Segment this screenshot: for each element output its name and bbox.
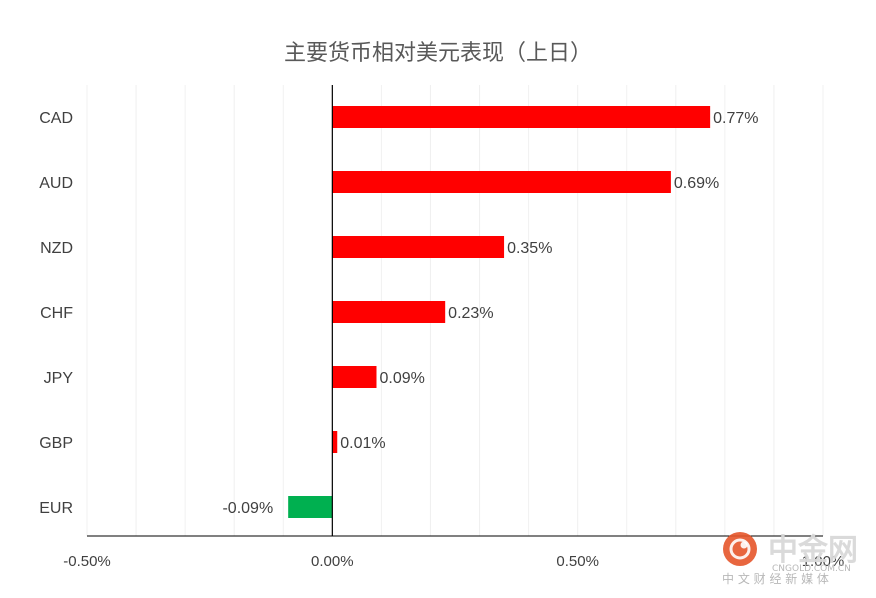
bars [288,106,711,518]
category-label: NZD [40,240,73,257]
labels: CAD 0.77% AUD 0.69% NZD 0.35% CHF 0.23% JPY 0.09%… [39,110,844,570]
category-label: CAD [39,110,73,127]
bar-eur [288,496,333,518]
data-label: -0.09% [222,500,273,517]
x-tick-label: 1.00% [802,553,845,570]
logo-icon [723,532,757,566]
x-tick-label: -0.50% [63,553,111,570]
data-label: 0.23% [448,305,493,322]
data-label: 0.69% [674,175,719,192]
data-label: 0.09% [379,370,424,387]
x-tick-label: 0.00% [311,553,354,570]
category-label: AUD [39,175,73,192]
data-label: 0.77% [713,110,758,127]
bar-cad [332,106,711,128]
data-label: 0.35% [507,240,552,257]
x-tick-label: 0.50% [556,553,599,570]
watermark: 中金网 CNGOLD.COM.CN 中 文 财 经 新 媒 体 [722,532,858,586]
category-label: JPY [44,370,74,387]
watermark-tagline: 中 文 财 经 新 媒 体 [722,571,829,586]
chart-title: 主要货币相对美元表现（上日） [284,41,592,66]
category-label: CHF [40,305,73,322]
category-label: GBP [39,435,73,452]
bar-chf [332,301,446,323]
bar-gbp [332,431,338,453]
axes [87,85,823,537]
data-label: 0.01% [340,435,385,452]
bar-aud [332,171,671,193]
bar-jpy [332,366,377,388]
category-label: EUR [39,500,73,517]
watermark-logo: 中金网 [768,533,858,568]
bar-nzd [332,236,505,258]
watermark-domain: CNGOLD.COM.CN [772,564,851,574]
